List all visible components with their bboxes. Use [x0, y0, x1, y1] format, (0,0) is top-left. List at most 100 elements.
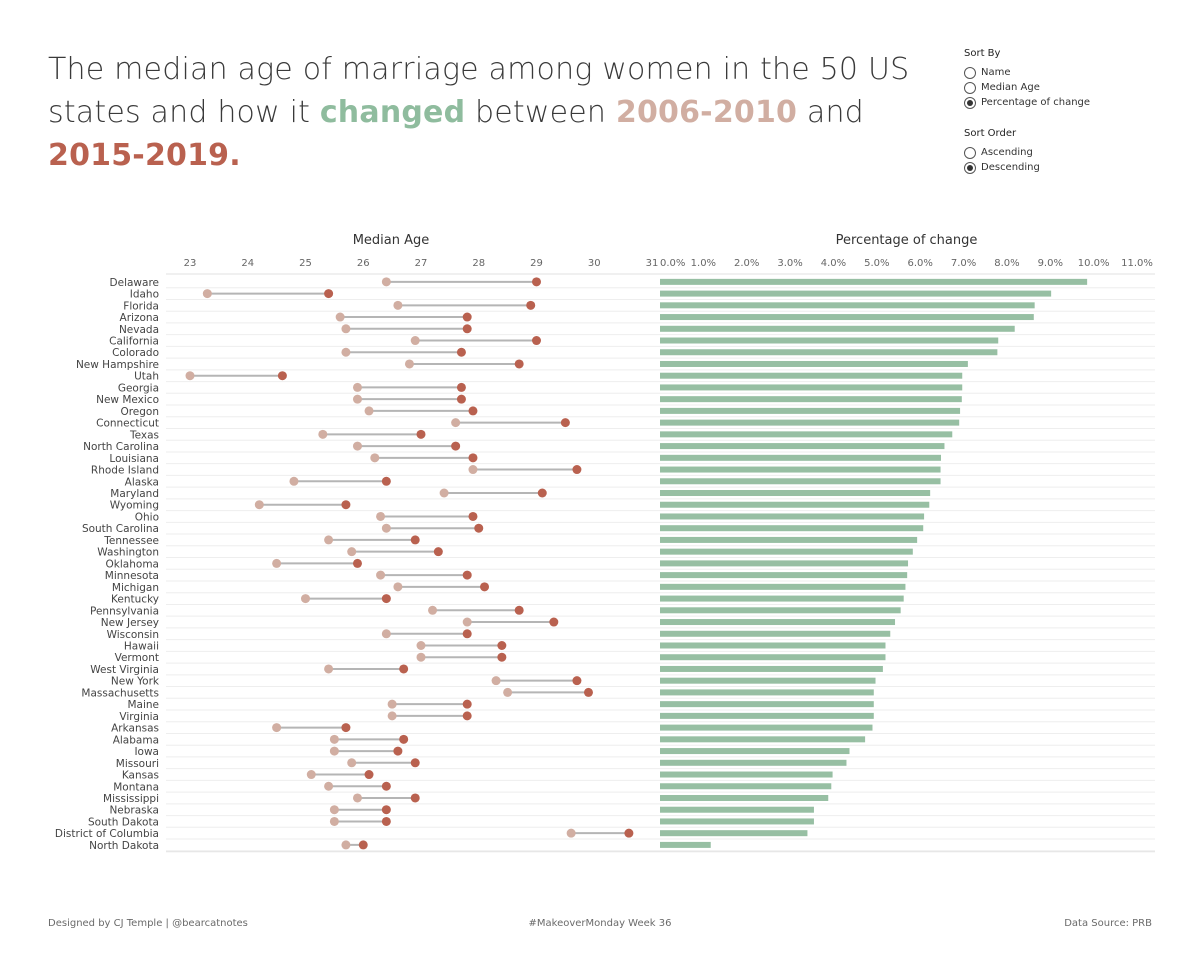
dot-2006-2010	[185, 371, 195, 381]
percentage-bar	[660, 548, 913, 555]
state-label: Tennessee	[103, 535, 159, 547]
option-label: Percentage of change	[981, 97, 1091, 108]
median-age-tick-label: 30	[588, 258, 601, 269]
dot-2006-2010	[416, 652, 426, 662]
dot-2006-2010	[329, 734, 339, 744]
percentage-bar	[660, 771, 833, 778]
percentage-tick-label: 9.0%	[1038, 258, 1063, 269]
dot-2006-2010	[387, 711, 397, 721]
dot-2015-2019	[560, 418, 570, 428]
percentage-bar	[660, 536, 918, 543]
dot-2006-2010	[428, 605, 438, 615]
state-label: Nevada	[119, 324, 159, 336]
dot-2015-2019	[537, 488, 547, 498]
percentage-tick-label: 10.0%	[1078, 258, 1110, 269]
dot-2006-2010	[364, 406, 374, 416]
dot-2006-2010	[381, 277, 391, 287]
dot-2006-2010	[439, 488, 449, 498]
dot-2006-2010	[393, 582, 403, 592]
percentage-panel-title: Percentage of change	[836, 233, 978, 248]
percentage-bar	[660, 689, 874, 696]
radio-button[interactable]	[964, 96, 976, 109]
percentage-bar	[660, 748, 850, 755]
title-highlight-period-2: 2015-2019.	[48, 138, 241, 173]
dot-2015-2019	[341, 723, 351, 733]
dot-2015-2019	[456, 394, 466, 404]
percentage-tick-label: 0.0%	[660, 258, 685, 269]
radio-button[interactable]	[964, 146, 976, 159]
footer-credit: Designed by CJ Temple | @bearcatnotes	[48, 918, 248, 929]
dot-2006-2010	[324, 664, 334, 674]
median-age-tick-label: 31	[646, 258, 659, 269]
dot-2015-2019	[462, 699, 472, 709]
state-label: Montana	[113, 781, 159, 793]
percentage-bar	[660, 349, 998, 356]
dot-2015-2019	[462, 312, 472, 322]
median-age-tick-label: 24	[241, 258, 254, 269]
dot-2015-2019	[462, 629, 472, 639]
dot-2015-2019	[526, 300, 536, 310]
dot-2015-2019	[462, 570, 472, 580]
radio-button[interactable]	[964, 66, 976, 79]
state-label: Florida	[123, 300, 159, 312]
dot-2015-2019	[410, 793, 420, 803]
dot-2006-2010	[272, 723, 282, 733]
dot-2015-2019	[456, 382, 466, 392]
dot-2006-2010	[462, 617, 472, 627]
dot-2015-2019	[410, 758, 420, 768]
percentage-bar	[660, 407, 961, 414]
state-label: Georgia	[118, 382, 159, 394]
percentage-bar	[660, 595, 904, 602]
sort-order-option-ascending[interactable]: Ascending	[964, 145, 1184, 160]
sort-order-option-descending[interactable]: Descending	[964, 160, 1184, 175]
state-label: Hawaii	[124, 640, 159, 652]
percentage-tick-label: 11.0%	[1121, 258, 1153, 269]
dot-2006-2010	[329, 805, 339, 815]
state-label: Oregon	[120, 406, 159, 418]
percentage-tick-label: 6.0%	[907, 258, 932, 269]
percentage-bar	[660, 290, 1052, 297]
state-label: Massachusetts	[81, 687, 159, 699]
dot-2015-2019	[532, 277, 541, 287]
state-label: Arkansas	[111, 723, 159, 735]
dot-2006-2010	[352, 441, 362, 451]
state-label: Rhode Island	[91, 465, 159, 477]
state-label: West Virginia	[90, 664, 159, 676]
percentage-bar	[660, 466, 941, 473]
state-label: Alabama	[113, 734, 159, 746]
dot-2015-2019	[480, 582, 490, 592]
dot-2015-2019	[451, 441, 461, 451]
radio-button[interactable]	[964, 81, 976, 94]
percentage-bar	[660, 830, 808, 837]
sort-order-group: Sort Order Ascending Descending	[964, 128, 1184, 175]
dot-2015-2019	[474, 523, 484, 533]
sort-by-option-percentage[interactable]: Percentage of change	[964, 95, 1184, 110]
percentage-bar	[660, 278, 1088, 285]
percentage-bar	[660, 712, 874, 719]
percentage-bar	[660, 501, 930, 508]
percentage-tick-label: 2.0%	[734, 258, 759, 269]
state-label: Pennsylvania	[90, 605, 159, 617]
dot-2006-2010	[335, 312, 345, 322]
dot-2015-2019	[381, 781, 391, 791]
percentage-tick-label: 8.0%	[994, 258, 1019, 269]
dot-2015-2019	[433, 547, 443, 557]
median-age-tick-label: 29	[530, 258, 543, 269]
sort-by-group: Sort By Name Median Age Percentage of ch…	[964, 48, 1184, 110]
state-label: Mississippi	[103, 793, 159, 805]
percentage-bar	[660, 384, 963, 391]
state-label: Wyoming	[110, 500, 159, 512]
dot-2006-2010	[324, 781, 334, 791]
median-age-tick-label: 27	[415, 258, 428, 269]
dot-2015-2019	[358, 840, 368, 850]
state-label: New Jersey	[101, 617, 159, 629]
sort-by-option-median-age[interactable]: Median Age	[964, 80, 1184, 95]
dot-2006-2010	[468, 465, 478, 475]
radio-button[interactable]	[964, 161, 976, 174]
option-label: Ascending	[981, 147, 1033, 158]
percentage-bar	[660, 396, 962, 403]
dot-2006-2010	[347, 758, 357, 768]
state-label: New Hampshire	[76, 359, 159, 371]
dot-2006-2010	[352, 394, 362, 404]
sort-by-option-name[interactable]: Name	[964, 65, 1184, 80]
